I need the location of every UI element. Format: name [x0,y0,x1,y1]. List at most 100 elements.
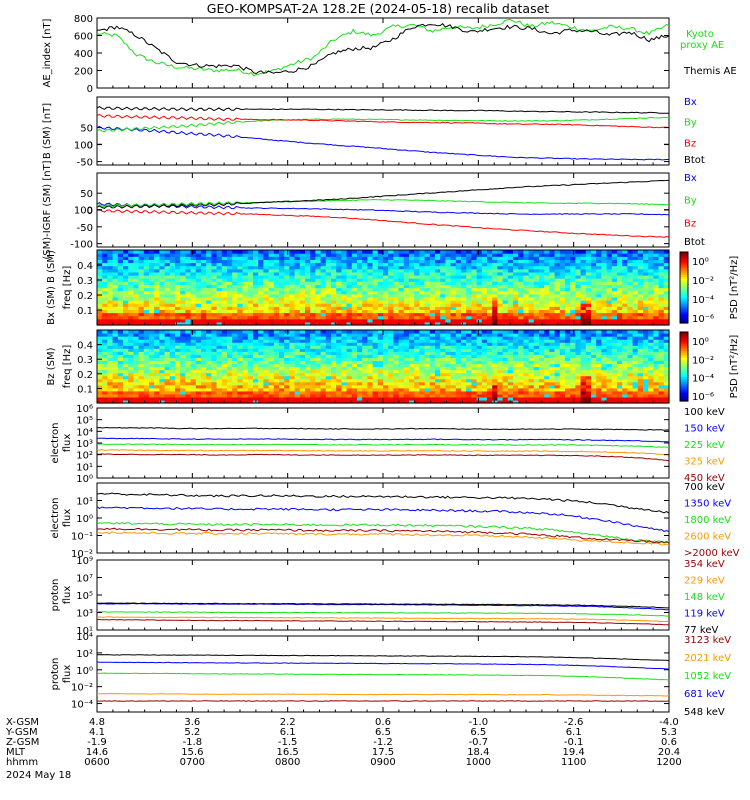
spectrogram-cell [585,303,592,307]
spectrogram-cell [414,312,420,317]
spectrogram-cell [102,281,108,285]
spectrogram-cell [461,399,467,404]
spectrogram-cell [445,262,452,267]
spectrogram-cell [429,339,436,343]
spectrogram-cell [284,390,290,395]
spectrogram-cell [128,309,134,314]
spectrogram-cell [632,259,639,264]
spectrogram-cell [523,372,530,377]
spectrogram-cell [123,342,129,346]
spectrogram-cell [102,290,108,295]
spectrogram-cell [481,375,488,380]
spectrogram-cell [154,296,160,301]
spectrogram-cell [398,351,405,355]
spectrogram-cell [637,300,644,304]
spectrogram-cell [533,321,540,326]
spectrogram-cell [331,306,337,310]
spectrogram-cell [216,256,223,260]
spectrogram-cell [258,378,264,383]
spectrogram-cell [175,378,181,383]
spectrogram-cell [419,393,426,398]
spectrogram-cell [523,259,530,264]
spectrogram-cell [164,378,171,383]
spectrogram-cell [622,290,628,295]
spectrogram-cell [445,342,452,346]
spectrogram-cell [414,278,420,282]
spectrogram-cell [403,339,410,343]
spectrogram-cell [169,348,176,352]
spectrogram-cell [107,287,114,292]
spectrogram-cell [648,256,654,260]
spectrogram-cell [487,303,493,307]
spectrogram-cell [190,271,197,276]
spectrogram-cell [107,303,114,307]
spectrogram-cell [351,287,358,292]
colorbar-cell [680,259,688,262]
spectrogram-cell [149,351,155,355]
spectrogram-cell [263,268,270,273]
spectrogram-cell [497,265,504,270]
spectrogram-cell [284,369,290,374]
colorbar-cell [680,276,688,280]
spectrogram-cell [533,312,540,317]
spectrogram-cell [97,354,103,358]
spectrogram-cell [497,390,504,395]
spectrogram-cell [284,336,290,340]
spectrogram-cell [154,287,160,292]
spectrogram-cell [497,399,504,404]
spectrogram-cell [185,372,192,377]
spectrogram-cell [492,381,498,386]
spectrogram-cell [268,309,275,314]
spectrogram-cell [159,342,166,346]
spectrogram-cell [351,281,358,285]
spectrogram-cell [154,284,160,289]
spectrogram-cell [346,363,353,368]
spectrogram-cell [263,293,270,298]
spectrogram-cell [123,339,129,343]
spectrogram-cell [284,278,290,282]
spectrogram-cell [455,318,462,323]
spectrogram-cell [341,360,348,365]
spectrogram-cell [336,381,342,386]
spectrogram-cell [284,372,290,377]
spectrogram-cell [367,262,374,267]
spectrogram-cell [637,315,644,320]
spectrogram-cell [310,256,316,260]
spectrogram-cell [414,399,420,404]
spectrogram-cell [159,375,166,380]
spectrogram-cell [253,354,259,358]
spectrogram-cell [513,259,519,264]
spectrogram-cell [149,348,155,352]
spectrogram-cell [169,330,176,334]
colorbar-cell [680,298,688,301]
spectrogram-cell [466,357,472,362]
spectrogram-cell [611,300,618,304]
spectrogram-cell [237,354,244,358]
spectrogram-cell [507,369,514,374]
spectrogram-cell [393,387,400,392]
spectrogram-cell [201,256,207,260]
spectrogram-cell [305,256,311,260]
spectrogram-cell [346,296,353,301]
spectrogram-cell [206,312,212,317]
spectrogram-cell [523,342,530,346]
spectrogram-cell [393,265,400,270]
spectrogram-cell [253,284,259,289]
spectrogram-cell [476,345,483,349]
spectrogram-cell [596,318,602,323]
spectrogram-cell [289,378,296,383]
spectrogram-cell [232,390,238,395]
spectrogram-cell [440,259,446,264]
spectrogram-cell [315,369,322,374]
spectrogram-cell [237,396,244,401]
spectrogram-cell [232,357,238,362]
spectrogram-cell [518,306,524,310]
spectrogram-cell [201,312,207,317]
spectrogram-cell [565,296,571,301]
spectrogram-cell [258,375,264,380]
spectrogram-cell [476,372,483,377]
spectrogram-cell [497,387,504,392]
spectrogram-cell [201,351,207,355]
spectrogram-cell [232,375,238,380]
spectrogram-cell [351,390,358,395]
